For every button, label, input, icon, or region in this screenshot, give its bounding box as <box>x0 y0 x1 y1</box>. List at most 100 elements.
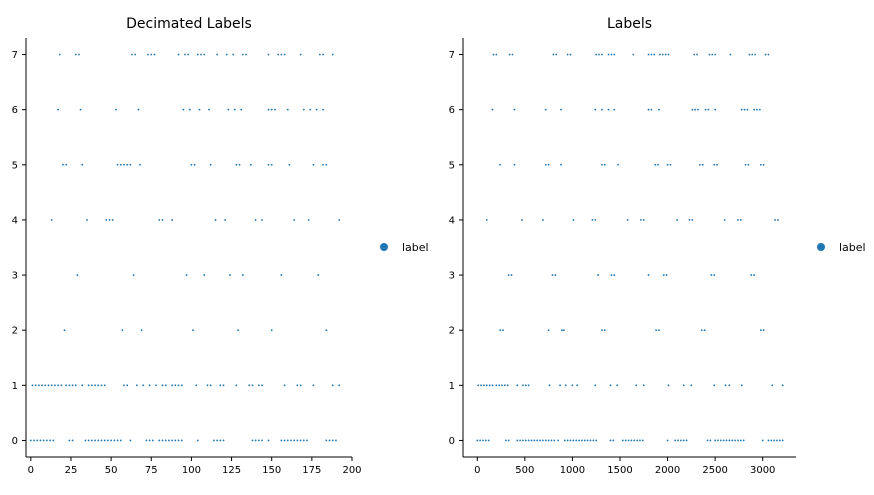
data-point <box>338 384 341 387</box>
data-point <box>725 439 728 442</box>
data-point <box>121 329 124 332</box>
data-point <box>624 439 627 442</box>
x-tick-label: 1000 <box>560 465 585 476</box>
data-point <box>714 53 717 56</box>
data-point <box>193 163 196 166</box>
data-point <box>148 439 151 442</box>
data-point <box>665 274 668 276</box>
data-point <box>71 384 74 387</box>
data-point <box>724 384 727 387</box>
data-point <box>249 163 252 166</box>
data-point <box>302 108 305 111</box>
data-point <box>524 384 527 387</box>
data-point <box>553 439 556 442</box>
data-point <box>607 53 610 56</box>
data-point <box>296 384 299 387</box>
data-point <box>161 219 164 221</box>
data-point <box>171 384 174 387</box>
data-point <box>610 53 613 56</box>
data-point <box>501 384 503 387</box>
data-point <box>499 163 502 166</box>
data-point <box>174 384 177 387</box>
data-point <box>196 439 199 442</box>
data-point <box>627 439 630 442</box>
data-point <box>235 163 238 166</box>
data-point <box>544 163 547 166</box>
data-point <box>261 384 263 387</box>
data-point <box>237 329 239 332</box>
data-point <box>701 163 704 166</box>
data-point <box>778 439 781 442</box>
data-point <box>283 439 286 442</box>
data-point <box>759 163 762 166</box>
data-point <box>632 53 635 56</box>
data-point <box>536 439 539 442</box>
data-point <box>200 53 202 56</box>
legend-marker <box>817 243 825 251</box>
data-point <box>507 439 510 442</box>
data-point <box>657 163 659 166</box>
y-tick-label: 1 <box>449 381 455 392</box>
data-point <box>119 439 122 442</box>
data-point <box>86 219 88 221</box>
data-point <box>134 53 137 56</box>
x-tick-label: 25 <box>65 465 78 476</box>
legend-label: label <box>839 241 866 254</box>
data-point <box>299 439 302 442</box>
data-point <box>566 53 569 56</box>
data-point <box>52 439 55 442</box>
data-point <box>758 108 761 111</box>
data-point <box>116 163 119 166</box>
y-tick-label: 6 <box>449 105 455 116</box>
data-point <box>286 439 289 442</box>
data-point <box>744 163 747 166</box>
data-point <box>748 53 751 56</box>
chart-title: Decimated Labels <box>126 16 252 32</box>
data-point <box>503 384 506 387</box>
data-point <box>560 163 562 166</box>
x-tick-label: 150 <box>262 465 281 476</box>
y-tick-label: 7 <box>12 50 18 61</box>
data-point <box>601 108 603 111</box>
data-point <box>592 439 595 442</box>
data-point <box>488 384 491 387</box>
data-point <box>171 219 174 221</box>
data-point <box>277 53 280 56</box>
data-point <box>487 439 490 442</box>
data-point <box>547 439 550 442</box>
data-point <box>131 53 133 56</box>
data-point <box>222 384 225 387</box>
x-tick-label: 175 <box>302 465 321 476</box>
data-point <box>743 108 746 111</box>
data-point <box>612 439 615 442</box>
data-point <box>164 384 167 387</box>
data-point <box>39 439 42 442</box>
data-point <box>703 329 706 332</box>
data-point <box>753 108 756 111</box>
data-point <box>322 53 324 56</box>
data-point <box>734 439 737 442</box>
data-point <box>722 439 725 442</box>
data-point <box>610 274 613 276</box>
data-point <box>630 439 633 442</box>
data-point <box>740 108 743 111</box>
data-point <box>667 384 670 387</box>
data-point <box>238 163 241 166</box>
data-point <box>719 439 722 442</box>
data-point <box>479 439 482 442</box>
data-point <box>557 439 560 442</box>
data-point <box>533 439 536 442</box>
data-point <box>564 384 567 387</box>
y-tick-label: 4 <box>12 215 18 226</box>
data-point <box>707 108 710 111</box>
data-point <box>641 439 644 442</box>
data-point <box>317 274 320 276</box>
data-point <box>642 384 645 387</box>
data-point <box>182 108 185 111</box>
data-point <box>647 108 650 111</box>
data-point <box>103 439 106 442</box>
data-point <box>586 439 589 442</box>
data-point <box>65 163 68 166</box>
data-points <box>29 53 341 442</box>
data-point <box>639 439 641 442</box>
